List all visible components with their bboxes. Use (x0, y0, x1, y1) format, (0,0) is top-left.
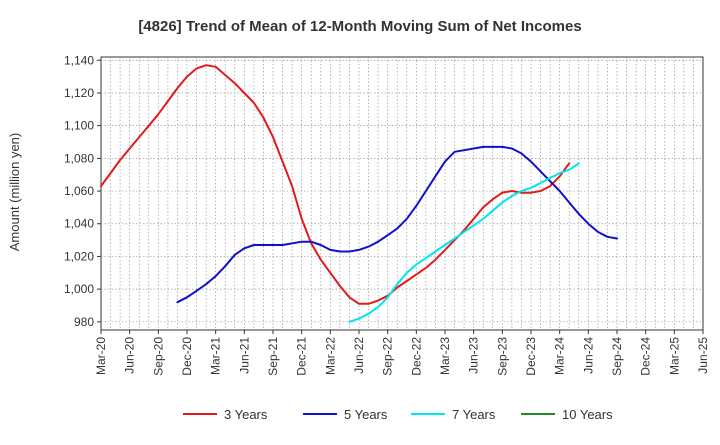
series-line-5-years (176, 145, 618, 304)
x-tick-label: Jun-21 (237, 337, 251, 374)
x-tick-label: Sep-24 (610, 337, 624, 376)
x-tick-label: Sep-21 (266, 337, 280, 376)
x-tick-label: Sep-22 (381, 337, 395, 376)
x-tick-label: Sep-20 (151, 337, 165, 376)
x-tick-label: Mar-23 (438, 337, 452, 375)
x-tick-label: Mar-25 (667, 337, 681, 375)
y-tick-label: 1,120 (64, 86, 94, 100)
y-axis-label: Amount (million yen) (7, 133, 22, 252)
y-tick-label: 980 (74, 315, 94, 329)
x-tick-label: Jun-20 (123, 337, 137, 374)
x-tick-label: Jun-22 (352, 337, 366, 374)
y-tick-label: 1,020 (64, 249, 94, 263)
legend: 3 Years 5 Years 7 Years 10 Years (183, 407, 613, 422)
x-tick-label: Dec-24 (639, 337, 653, 376)
series-line-3-years (100, 64, 571, 305)
grid (101, 57, 703, 330)
series-lines (100, 64, 618, 323)
x-tick-label: Mar-21 (209, 337, 223, 375)
y-tick-label: 1,080 (64, 151, 94, 165)
y-axis: 980 1,000 1,020 1,040 1,060 1,080 1,100 1,120 1,… (64, 53, 101, 329)
legend-label: 3 Years (224, 407, 268, 422)
x-tick-label: Dec-21 (295, 337, 309, 376)
legend-label: 5 Years (344, 407, 388, 422)
legend-label: 10 Years (562, 407, 613, 422)
y-tick-label: 1,060 (64, 184, 94, 198)
x-axis: Mar-20 Jun-20 Sep-20 Dec-20 Mar-21 Jun-21 Sep-… (94, 330, 710, 376)
x-tick-label: Jun-25 (696, 337, 710, 374)
x-tick-label: Mar-24 (553, 337, 567, 375)
x-tick-label: Dec-22 (409, 337, 423, 376)
x-tick-label: Mar-20 (94, 337, 108, 375)
y-tick-label: 1,140 (64, 53, 94, 67)
x-tick-label: Dec-23 (524, 337, 538, 376)
chart-title: [4826] Trend of Mean of 12-Month Moving … (138, 18, 581, 35)
legend-label: 7 Years (452, 407, 496, 422)
x-tick-label: Mar-22 (323, 337, 337, 375)
x-tick-label: Jun-24 (581, 337, 595, 374)
x-tick-label: Dec-20 (180, 337, 194, 376)
x-tick-label: Sep-23 (495, 337, 509, 376)
y-tick-label: 1,100 (64, 119, 94, 133)
series-line-7-years (348, 162, 580, 323)
x-tick-label: Jun-23 (467, 337, 481, 374)
y-tick-label: 1,000 (64, 282, 94, 296)
y-tick-label: 1,040 (64, 217, 94, 231)
